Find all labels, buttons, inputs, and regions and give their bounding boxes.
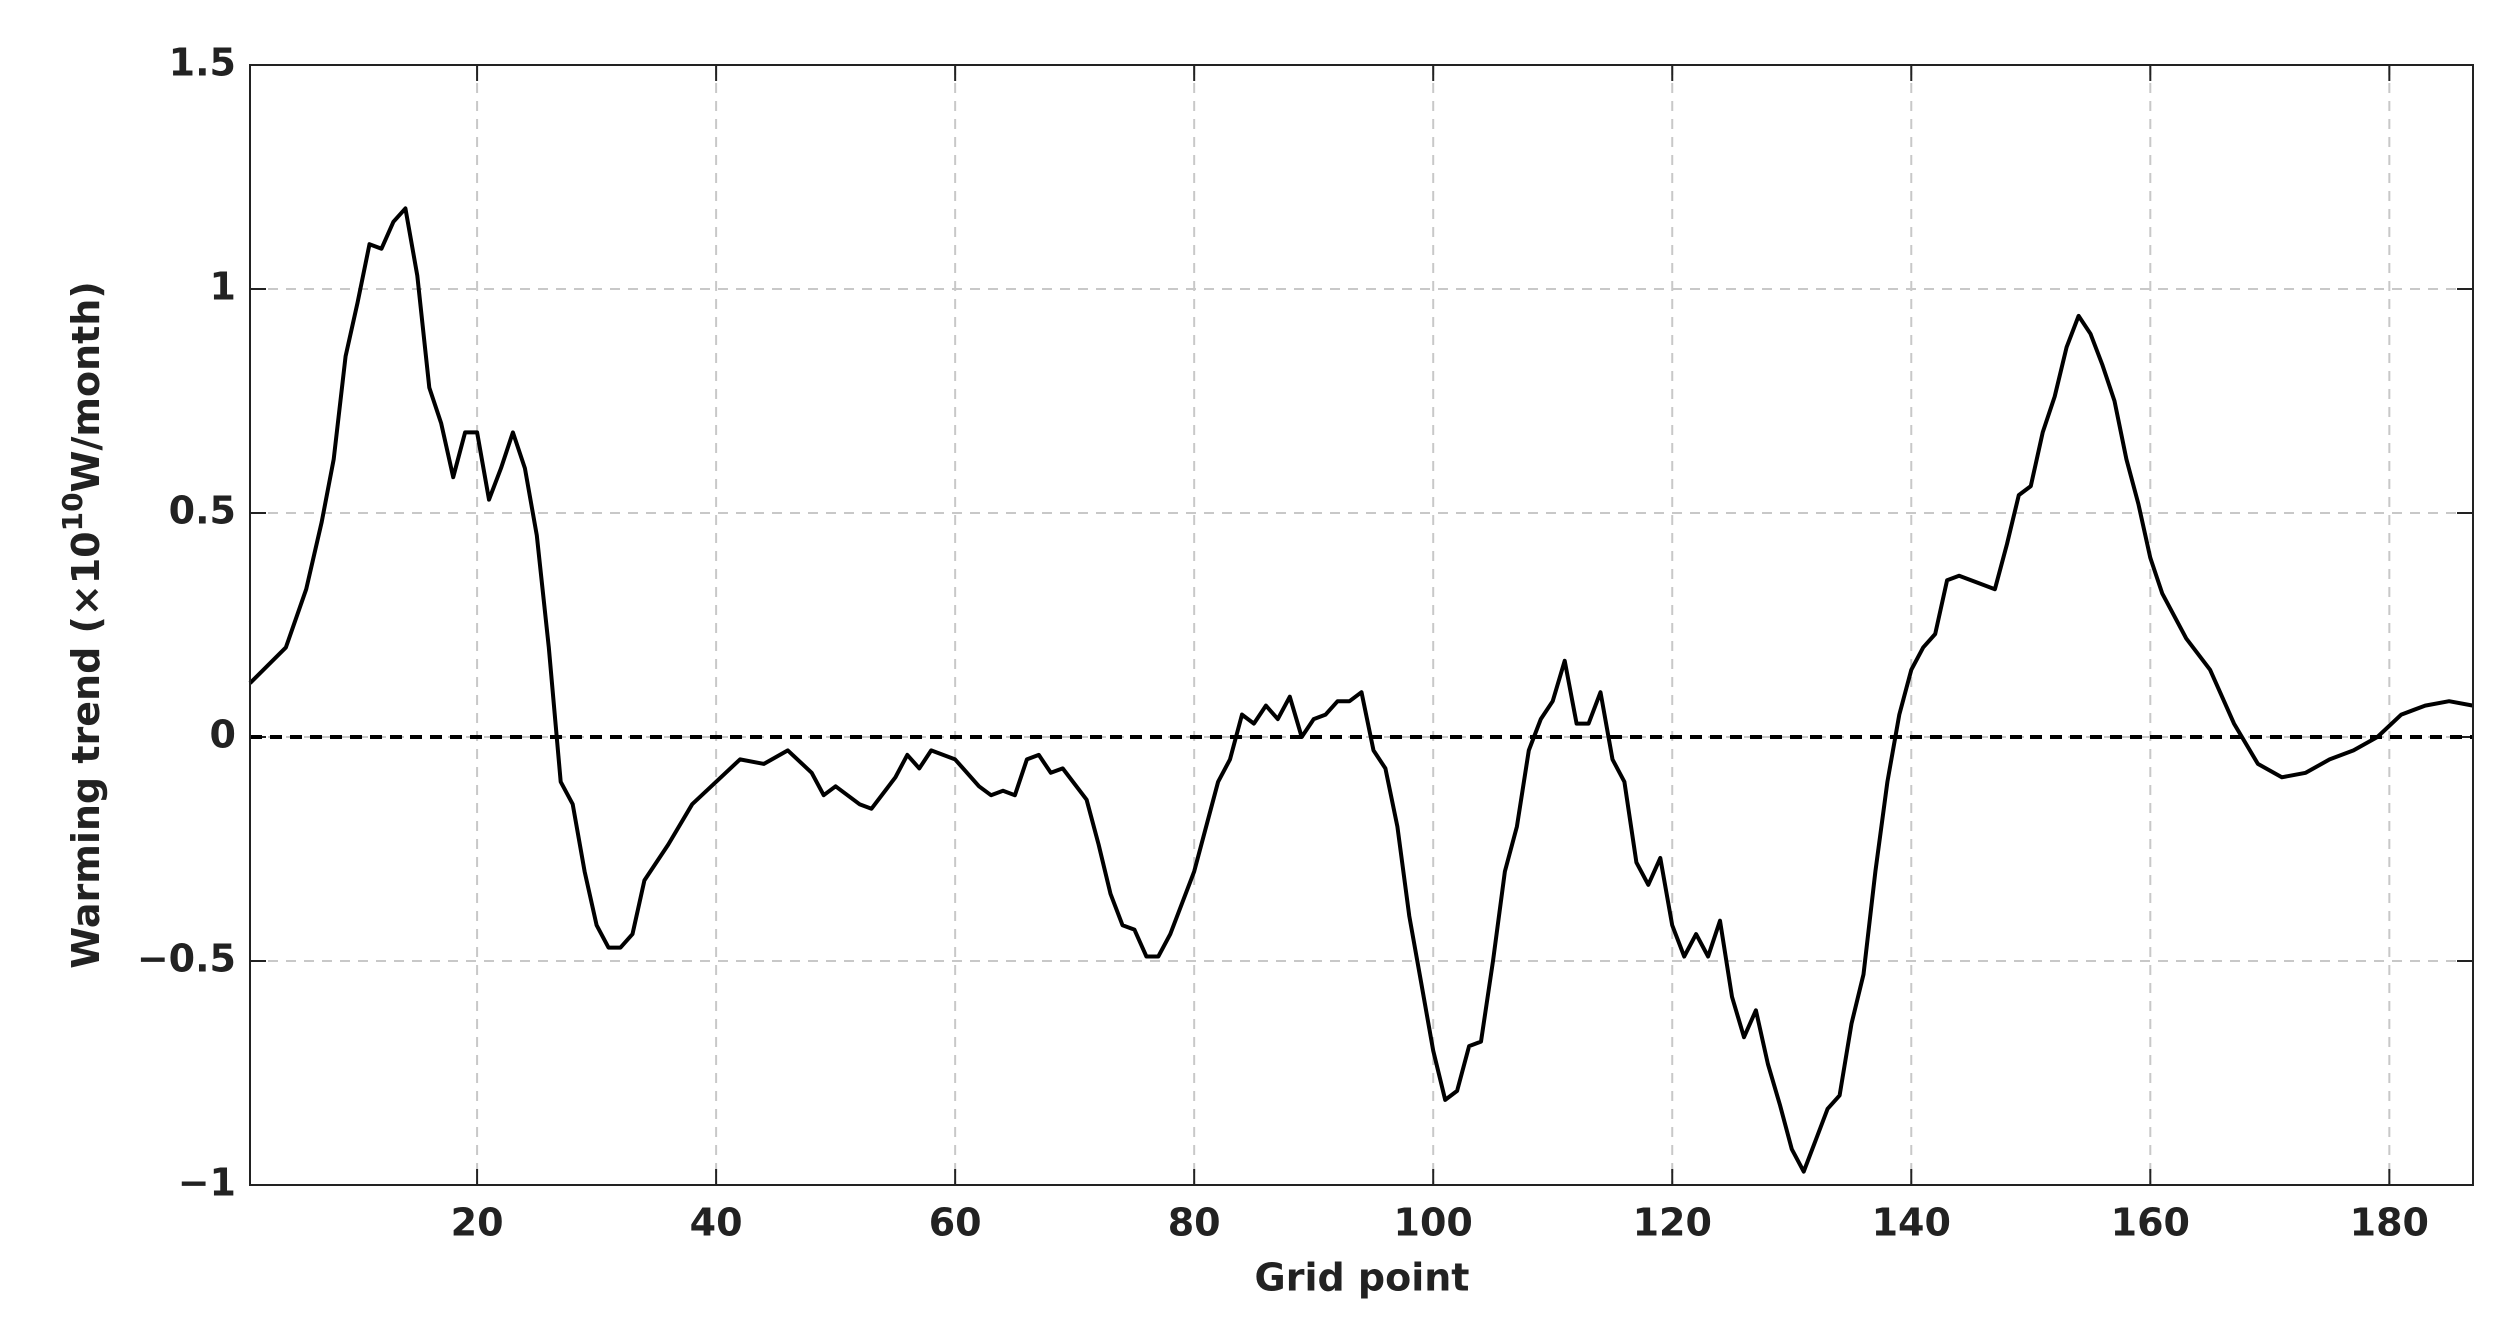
y-tick-label: −1 <box>178 1161 236 1205</box>
data-line <box>248 206 2474 1174</box>
y-tick-label: 0 <box>210 713 236 757</box>
plot-frame <box>249 64 2474 1186</box>
y-tick-label: 0.5 <box>169 489 236 533</box>
y-tick-label: −0.5 <box>137 937 236 981</box>
y-tick-label: 1 <box>210 265 236 309</box>
y-axis-label: Warming trend (×1010W/month) <box>56 281 108 968</box>
x-tick-label: 160 <box>2111 1201 2190 1245</box>
x-tick-label: 120 <box>1633 1201 1712 1245</box>
x-tick-label: 140 <box>1872 1201 1951 1245</box>
x-tick-label: 180 <box>2350 1201 2429 1245</box>
x-tick-label: 20 <box>451 1201 504 1245</box>
y-tick-label: 1.5 <box>169 41 236 85</box>
y-label-exponent: 10 <box>56 492 89 531</box>
y-label-main: Warming trend (×10 <box>64 531 108 968</box>
x-axis-label: Grid point <box>1255 1256 1470 1300</box>
x-tick-label: 40 <box>690 1201 743 1245</box>
x-tick-label: 80 <box>1168 1201 1221 1245</box>
y-label-unit: W/month) <box>64 281 108 492</box>
x-tick-label: 100 <box>1394 1201 1473 1245</box>
x-tick-label: 60 <box>929 1201 982 1245</box>
